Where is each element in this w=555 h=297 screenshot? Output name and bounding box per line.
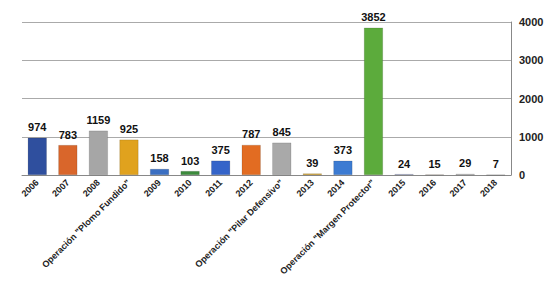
svg-text:2015: 2015 (386, 177, 407, 198)
svg-text:2007: 2007 (50, 177, 71, 198)
svg-text:3000: 3000 (519, 54, 543, 66)
svg-text:783: 783 (59, 129, 77, 141)
svg-text:158: 158 (150, 152, 168, 164)
svg-text:1000: 1000 (519, 131, 543, 143)
svg-text:15: 15 (428, 158, 440, 170)
svg-text:974: 974 (28, 121, 47, 133)
svg-text:925: 925 (120, 123, 138, 135)
svg-text:787: 787 (242, 128, 260, 140)
svg-text:7: 7 (493, 158, 499, 170)
svg-text:375: 375 (211, 144, 229, 156)
svg-text:2011: 2011 (203, 177, 224, 198)
svg-text:24: 24 (398, 158, 411, 170)
svg-text:3852: 3852 (361, 11, 385, 23)
svg-text:2014: 2014 (325, 177, 346, 198)
svg-text:0: 0 (519, 169, 525, 181)
svg-text:2009: 2009 (142, 177, 163, 198)
svg-text:4000: 4000 (519, 16, 543, 28)
svg-text:1159: 1159 (86, 114, 110, 126)
svg-text:845: 845 (273, 126, 291, 138)
svg-text:Operación "Plomo Fundido": Operación "Plomo Fundido" (40, 177, 133, 270)
svg-text:2018: 2018 (478, 177, 499, 198)
svg-text:Operación "Margen Protector": Operación "Margen Protector" (278, 177, 377, 276)
svg-text:39: 39 (306, 157, 318, 169)
svg-text:2016: 2016 (417, 177, 438, 198)
svg-text:Operación "Pilar Defensivo": Operación "Pilar Defensivo" (193, 177, 285, 269)
svg-text:2017: 2017 (447, 177, 468, 198)
svg-text:2013: 2013 (295, 177, 316, 198)
svg-text:2010: 2010 (172, 177, 193, 198)
svg-text:2008: 2008 (81, 177, 102, 198)
svg-text:2000: 2000 (519, 93, 543, 105)
svg-text:373: 373 (334, 144, 352, 156)
svg-text:2012: 2012 (234, 177, 255, 198)
svg-text:29: 29 (459, 157, 471, 169)
svg-text:2006: 2006 (20, 177, 41, 198)
svg-text:103: 103 (181, 155, 199, 167)
